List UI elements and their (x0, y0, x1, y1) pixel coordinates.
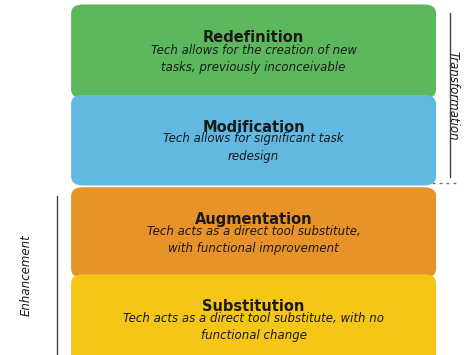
FancyBboxPatch shape (71, 187, 436, 278)
Text: Enhancement: Enhancement (19, 234, 33, 316)
Text: Tech acts as a direct tool substitute,
with functional improvement: Tech acts as a direct tool substitute, w… (147, 225, 360, 255)
Text: Substitution: Substitution (202, 299, 305, 314)
Text: Tech allows for significant task
redesign: Tech allows for significant task redesig… (164, 132, 344, 163)
Text: Tech acts as a direct tool substitute, with no
functional change: Tech acts as a direct tool substitute, w… (123, 312, 384, 342)
Text: Redefinition: Redefinition (203, 30, 304, 45)
Text: Tech allows for the creation of new
tasks, previously inconceivable: Tech allows for the creation of new task… (151, 44, 356, 74)
Text: Transformation: Transformation (446, 51, 459, 141)
Text: Modification: Modification (202, 120, 305, 135)
FancyBboxPatch shape (71, 95, 436, 186)
Text: Augmentation: Augmentation (195, 212, 312, 227)
FancyBboxPatch shape (71, 274, 436, 355)
FancyBboxPatch shape (71, 4, 436, 99)
